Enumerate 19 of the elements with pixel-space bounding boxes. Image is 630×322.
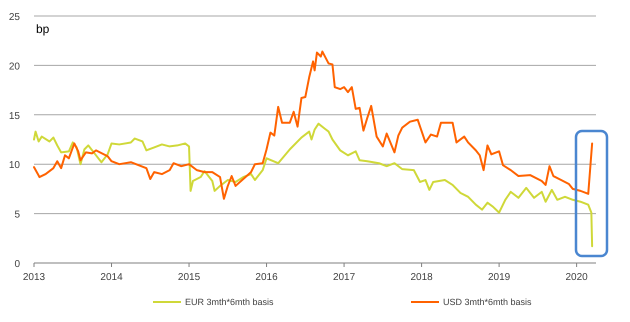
line-series — [33, 122, 594, 248]
x-tick-label: 2015 — [178, 272, 201, 283]
x-tick-label: 2014 — [100, 272, 124, 283]
y-tick-label: 20 — [8, 61, 20, 72]
x-tick-label: 2018 — [410, 272, 434, 283]
x-tick-label: 2017 — [332, 272, 356, 283]
y-tick-label: 5 — [14, 210, 20, 221]
y-axis-title: bp — [36, 22, 50, 36]
y-tick-label: 25 — [8, 12, 20, 23]
y-tick-label: 15 — [8, 110, 20, 122]
line-series — [33, 50, 594, 200]
x-tick-label: 2020 — [565, 272, 588, 283]
x-tick-label: 2016 — [255, 272, 278, 283]
legend-label: EUR 3mth*6mth basis — [185, 297, 274, 307]
y-tick-label: 10 — [8, 160, 20, 172]
x-tick-label: 2013 — [22, 272, 46, 283]
x-tick-label: 2019 — [488, 272, 511, 283]
legend-label: USD 3mth*6mth basis — [443, 297, 532, 307]
y-tick-label: 0 — [14, 259, 20, 270]
